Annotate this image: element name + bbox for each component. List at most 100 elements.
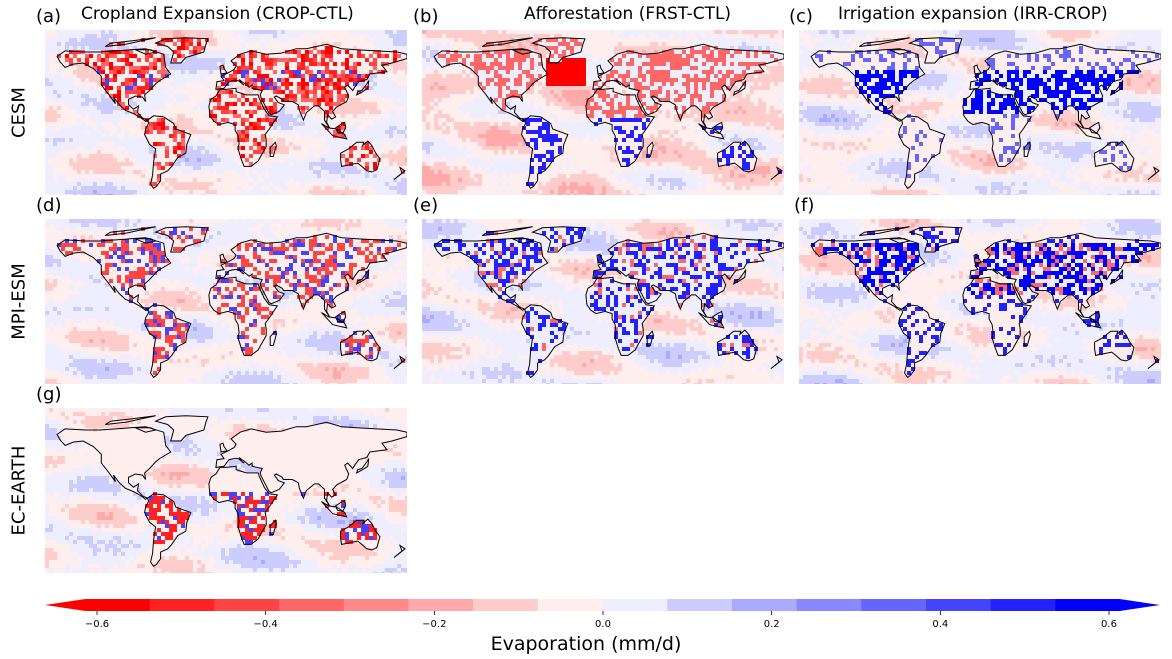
panel-label-c: (c) (789, 8, 813, 26)
coastline (355, 80, 370, 96)
column-title-3: Irrigation expansion (IRR-CROP) (838, 6, 1108, 23)
coastline (1075, 123, 1102, 140)
coastline (433, 48, 549, 122)
panel-label-f: (f) (794, 197, 814, 215)
map-panel-c (799, 30, 1161, 195)
coastline (1147, 355, 1160, 369)
coastline (859, 226, 910, 236)
world-map (422, 219, 784, 384)
coastline (1088, 121, 1101, 134)
colorbar-bin (279, 599, 345, 611)
coastline (531, 226, 586, 253)
coastline (810, 48, 926, 122)
coastline (1109, 80, 1124, 96)
map-panel-g (45, 408, 407, 573)
coastline (889, 238, 912, 244)
colorbar-bin (731, 599, 798, 611)
map-panel-f (799, 219, 1161, 384)
colorbar: −0.6 −0.4 −0.2 0.0 0.2 0.4 0.6 (45, 599, 1160, 630)
coastline (482, 37, 533, 47)
coastline (154, 226, 209, 253)
coastline (962, 87, 1033, 167)
colorbar-tick-label: 0.0 (595, 619, 611, 630)
colorbar-extend-max (1119, 599, 1160, 611)
coastline (585, 276, 656, 356)
colorbar-tick-label: 0.2 (764, 619, 780, 630)
panel-label-g: (g) (36, 386, 61, 404)
coastline (144, 115, 192, 190)
coastline (889, 49, 912, 55)
map-panel-b (422, 30, 784, 195)
panel-label-a: (a) (36, 8, 61, 26)
coastline (698, 123, 725, 140)
colorbar-bin (990, 599, 1056, 611)
colorbar-bin (473, 599, 539, 611)
coastline (973, 253, 982, 264)
coastline (340, 518, 381, 551)
colorbar-extend-min (45, 599, 86, 611)
coastline (1023, 330, 1031, 346)
coastline (56, 426, 172, 500)
coastline (219, 64, 228, 75)
coastline (898, 115, 946, 190)
coastline (334, 310, 347, 323)
coastline (717, 329, 758, 362)
coastline (154, 37, 209, 64)
colorbar-label: Evaporation (mm/d) (0, 633, 1172, 655)
coastline (1088, 310, 1101, 323)
coastline (105, 37, 156, 47)
world-map (422, 30, 784, 195)
colorbar-tick-label: 0.4 (932, 619, 948, 630)
coastline (969, 232, 1161, 318)
coastline (717, 140, 758, 173)
coastline (393, 166, 406, 180)
coastline (334, 499, 347, 512)
coastline (908, 37, 963, 64)
coastline (215, 232, 407, 318)
coastline (711, 310, 724, 323)
coastline (482, 226, 533, 236)
coastline (208, 87, 279, 167)
coastline (1109, 269, 1124, 285)
coastline (321, 123, 348, 140)
colorbar-bin (602, 599, 668, 611)
colorbar-bin (1055, 599, 1121, 611)
coastline (1023, 141, 1031, 157)
world-map (45, 408, 407, 573)
coastline (646, 330, 654, 346)
coastline (711, 121, 724, 134)
coastline (219, 442, 228, 453)
coastline (105, 226, 156, 236)
coastline (269, 141, 277, 157)
coastline (521, 115, 569, 190)
coastline (1147, 166, 1160, 180)
coastline (340, 329, 381, 362)
coastline (770, 355, 783, 369)
panel-label-e: (e) (413, 197, 438, 215)
coastline (512, 238, 535, 244)
coastline (770, 166, 783, 180)
row-label-cesm: CESM (9, 83, 30, 143)
coastline (56, 237, 172, 311)
colorbar-bin (925, 599, 992, 611)
map-panel-e (422, 219, 784, 384)
panel-label-b: (b) (413, 8, 438, 26)
coastline (596, 253, 605, 264)
coastline (962, 276, 1033, 356)
coastline (646, 141, 654, 157)
coastline (969, 43, 1161, 129)
coastline (154, 415, 209, 442)
colorbar-bin (667, 599, 733, 611)
coastline (908, 226, 963, 253)
map-panel-a (45, 30, 407, 195)
colorbar-bin (214, 599, 280, 611)
coastline (859, 37, 910, 47)
colorbar-tick-label: −0.6 (85, 619, 109, 630)
row-label-mpi-esm: MPI-ESM (9, 262, 30, 342)
coastline (531, 37, 586, 64)
colorbar-bin (343, 599, 410, 611)
coastline (393, 544, 406, 558)
coastline (135, 49, 158, 55)
colorbar-bin (537, 599, 604, 611)
world-map (45, 219, 407, 384)
